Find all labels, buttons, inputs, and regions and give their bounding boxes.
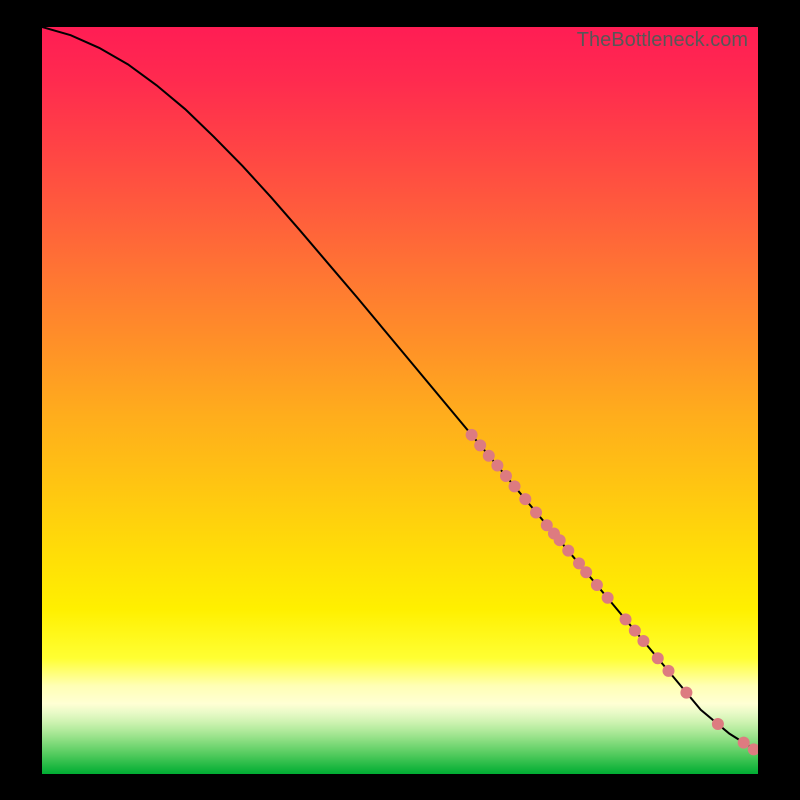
data-marker [483,450,495,462]
data-marker [663,665,675,677]
data-marker [680,687,692,699]
data-marker [466,429,478,441]
data-marker [620,613,632,625]
data-marker [530,507,542,519]
data-marker [591,579,603,591]
data-marker [474,439,486,451]
data-marker [629,625,641,637]
plot-area: TheBottleneck.com [42,27,758,774]
data-marker [562,545,574,557]
data-marker [509,480,521,492]
data-markers [466,429,758,755]
chart-container: TheBottleneck.com [0,0,800,800]
data-marker [602,592,614,604]
data-marker [637,635,649,647]
curve-overlay [42,27,758,774]
data-marker [500,470,512,482]
data-marker [580,566,592,578]
data-marker [491,459,503,471]
data-marker [712,718,724,730]
data-marker [738,737,750,749]
data-marker [519,493,531,505]
bottleneck-curve [42,27,758,752]
data-marker [652,652,664,664]
data-marker [554,534,566,546]
